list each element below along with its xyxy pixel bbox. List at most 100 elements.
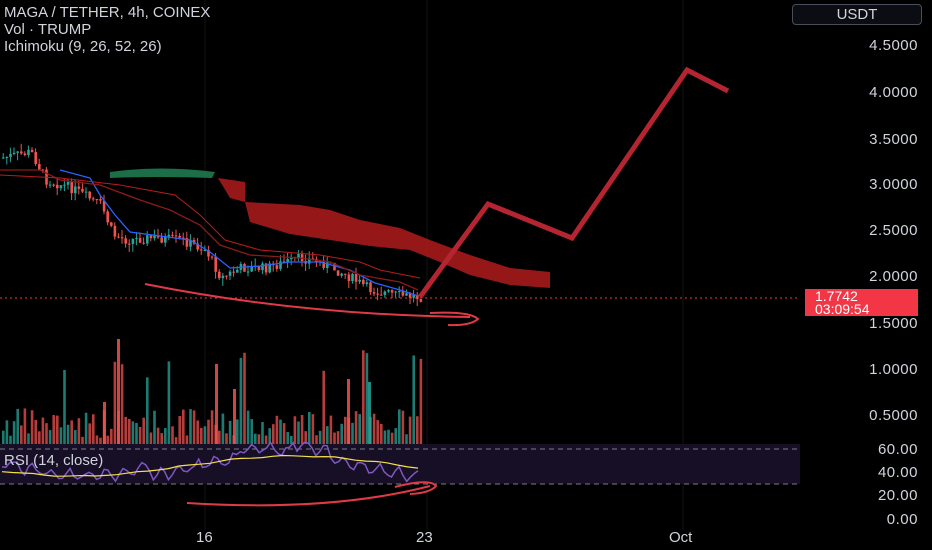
volume-bar bbox=[142, 417, 145, 444]
volume-bar bbox=[315, 435, 318, 444]
volume-bar bbox=[149, 432, 153, 444]
volume-bar bbox=[74, 430, 77, 444]
candle-body bbox=[261, 263, 264, 271]
price-axis-label: 2.0000 bbox=[869, 268, 918, 285]
candle-body bbox=[84, 191, 88, 193]
volume-bar bbox=[171, 426, 174, 444]
volume-bar bbox=[30, 410, 34, 444]
rsi-band bbox=[0, 444, 800, 484]
volume-bar bbox=[156, 427, 160, 444]
volume-bar bbox=[380, 423, 383, 444]
candle-body bbox=[398, 291, 401, 293]
candle-body bbox=[376, 293, 379, 295]
candle-body bbox=[390, 290, 394, 293]
volume-bar bbox=[275, 415, 279, 444]
candle-body bbox=[297, 254, 300, 258]
volume-bar bbox=[23, 408, 27, 444]
volume-bar bbox=[405, 434, 408, 444]
candle-body bbox=[117, 236, 120, 238]
rsi-axis-label: 60.00 bbox=[877, 441, 918, 458]
volume-bar bbox=[192, 410, 196, 444]
candle-body bbox=[358, 279, 361, 282]
rsi-line bbox=[1, 440, 419, 483]
candle-body bbox=[412, 295, 415, 298]
volume-bar bbox=[189, 409, 192, 444]
price-axis-label: 3.0000 bbox=[869, 176, 918, 193]
volume-bar bbox=[368, 382, 371, 444]
candle-body bbox=[88, 191, 91, 199]
volume-bar bbox=[174, 437, 178, 444]
candle-body bbox=[142, 242, 145, 244]
volume-bar bbox=[329, 415, 333, 444]
cloud-bearish bbox=[218, 178, 245, 202]
ichimoku-indicator-label[interactable]: Ichimoku (9, 26, 52, 26) bbox=[4, 38, 162, 55]
candle-body bbox=[12, 152, 16, 155]
candle-body bbox=[380, 294, 383, 296]
bar-countdown: 03:09:54 bbox=[815, 301, 870, 317]
candle-body bbox=[336, 270, 340, 276]
volume-bar bbox=[336, 431, 340, 444]
candle-body bbox=[128, 243, 131, 245]
volume-bar bbox=[38, 431, 41, 444]
candle-body bbox=[149, 235, 153, 239]
volume-bar bbox=[344, 416, 347, 444]
volume-bar bbox=[322, 370, 325, 444]
volume-bar bbox=[12, 421, 16, 444]
candle-body bbox=[362, 279, 365, 285]
rsi-indicator-label[interactable]: RSI (14, close) bbox=[4, 452, 104, 469]
currency-button[interactable]: USDT bbox=[792, 4, 922, 25]
volume-bar bbox=[365, 353, 369, 444]
volume-bar bbox=[138, 426, 142, 444]
volume-bar bbox=[233, 389, 236, 444]
volume-bar bbox=[358, 414, 361, 444]
candle-body bbox=[77, 186, 81, 189]
candle-body bbox=[372, 292, 376, 294]
volume-bar bbox=[77, 418, 81, 444]
divergence-curve-rsi bbox=[186, 485, 431, 507]
volume-bar bbox=[218, 430, 221, 444]
volume-bar bbox=[264, 435, 268, 444]
candle-body bbox=[257, 265, 261, 271]
price-axis-label: 1.5000 bbox=[869, 315, 918, 332]
candle-body bbox=[311, 258, 315, 260]
volume-bar bbox=[5, 420, 9, 444]
time-label-23: 23 bbox=[416, 529, 433, 546]
volume-bar bbox=[246, 410, 250, 444]
volume-bar bbox=[9, 435, 12, 444]
candle-body bbox=[344, 273, 347, 275]
volume-bar bbox=[20, 425, 23, 444]
volume-bar bbox=[34, 419, 37, 444]
candle-body bbox=[164, 236, 167, 243]
volume-bar bbox=[128, 418, 131, 444]
volume-bar bbox=[272, 424, 275, 444]
candle-body bbox=[282, 261, 286, 263]
volume-bar bbox=[41, 417, 45, 444]
volume-bar bbox=[160, 433, 163, 444]
volume-bar bbox=[146, 377, 149, 444]
candle-body bbox=[405, 293, 408, 296]
volume-bar bbox=[261, 422, 264, 444]
volume-bar bbox=[333, 432, 336, 444]
volume-bar bbox=[124, 416, 127, 444]
volume-bar bbox=[412, 355, 415, 444]
candle-body bbox=[41, 169, 45, 171]
candle-body bbox=[38, 164, 41, 170]
candle-body bbox=[5, 156, 9, 158]
symbol-title[interactable]: MAGA / TETHER, 4h, COINEX bbox=[4, 4, 211, 21]
volume-bar bbox=[239, 357, 243, 444]
volume-bar bbox=[2, 430, 5, 444]
candle-body bbox=[34, 152, 37, 165]
volume-indicator-label[interactable]: Vol · TRUMP bbox=[4, 21, 92, 38]
candle-body bbox=[387, 290, 390, 292]
candle-body bbox=[131, 238, 135, 244]
candle-body bbox=[340, 273, 343, 276]
price-axis-label: 4.0000 bbox=[869, 84, 918, 101]
candle-body bbox=[178, 235, 181, 238]
volume-bar bbox=[185, 435, 189, 444]
candle-body bbox=[16, 151, 19, 153]
volume-bar bbox=[416, 416, 419, 444]
price-axis-label: 1.0000 bbox=[869, 361, 918, 378]
candle-body bbox=[333, 262, 336, 271]
